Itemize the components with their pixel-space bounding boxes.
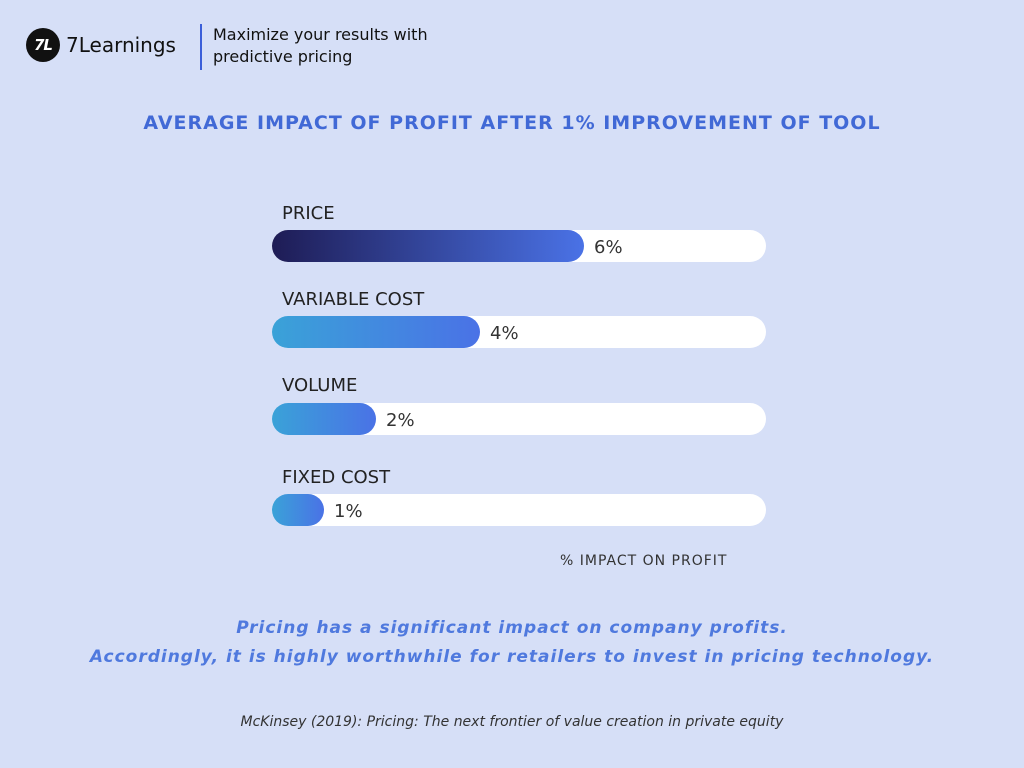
bar-track: [272, 494, 766, 526]
category-label: VARIABLE COST: [282, 289, 425, 310]
bar: [272, 494, 324, 526]
value-label: 1%: [334, 501, 363, 522]
chart-title: AVERAGE IMPACT OF PROFIT AFTER 1% IMPROV…: [143, 112, 881, 134]
value-label: 6%: [594, 237, 623, 258]
x-axis-label: % IMPACT ON PROFIT: [560, 553, 728, 569]
takeaway-line-1: Pricing has a significant impact on comp…: [236, 618, 788, 638]
takeaway-text: Pricing has a significant impact on comp…: [0, 614, 1024, 672]
category-label: PRICE: [282, 203, 335, 224]
takeaway-line-2: Accordingly, it is highly worthwhile for…: [89, 647, 935, 667]
tagline-line-2: predictive pricing: [213, 47, 353, 66]
source-citation: McKinsey (2019): Pricing: The next front…: [240, 714, 784, 730]
brand-name: 7Learnings: [66, 33, 176, 57]
header-divider: [200, 24, 202, 70]
brand-logo: 7L 7Learnings: [26, 28, 176, 62]
bar: [272, 316, 480, 348]
bar: [272, 403, 376, 435]
logo-mark-icon: 7L: [26, 28, 60, 62]
value-label: 2%: [386, 410, 415, 431]
bar-track: [272, 403, 766, 435]
bar: [272, 230, 584, 262]
category-label: FIXED COST: [282, 467, 391, 488]
value-label: 4%: [490, 323, 519, 344]
category-label: VOLUME: [282, 375, 357, 396]
tagline: Maximize your results with predictive pr…: [213, 24, 513, 68]
tagline-line-1: Maximize your results with: [213, 25, 428, 44]
